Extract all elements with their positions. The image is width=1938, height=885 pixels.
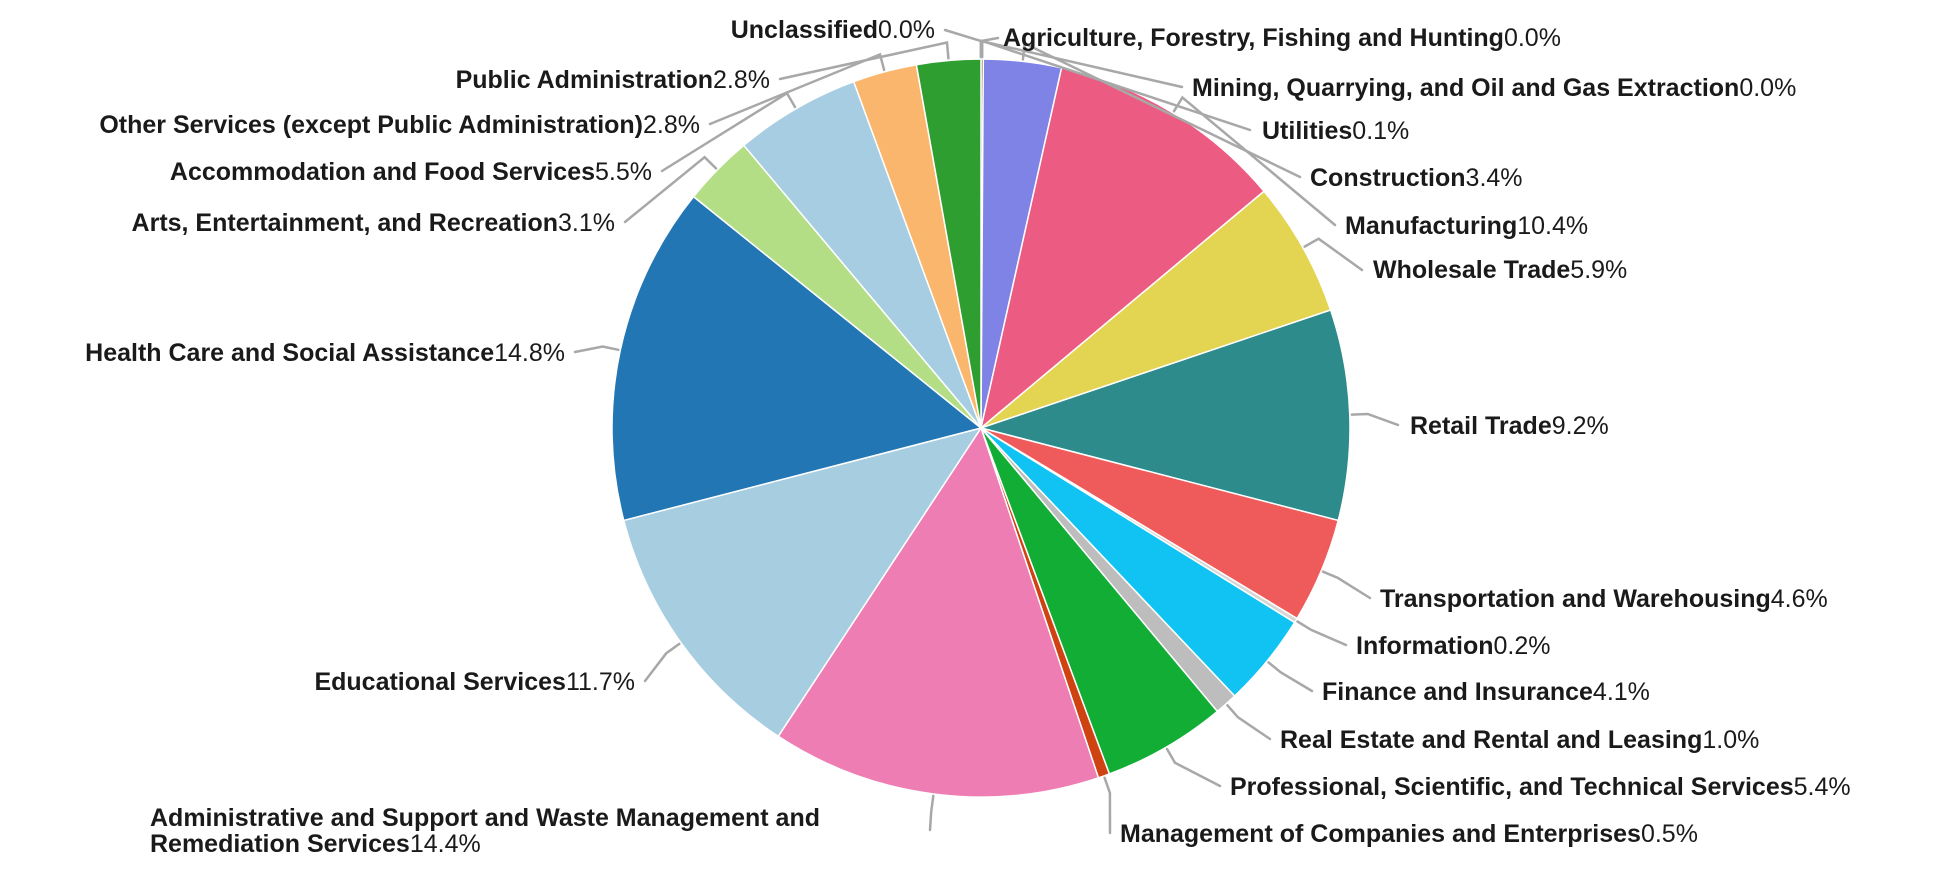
slice-label-administrative-and-support-and-waste-management-and-remediation-services: Administrative and Support and Waste Man…: [150, 804, 820, 858]
slice-label-information: Information0.2%: [1356, 632, 1550, 660]
pie-slices: [611, 58, 1351, 798]
slice-label-professional-scientific-and-technical-services: Professional, Scientific, and Technical …: [1230, 773, 1851, 801]
slice-label-arts-entertainment-and-recreation: Arts, Entertainment, and Recreation3.1%: [132, 209, 615, 237]
slice-label-public-administration: Public Administration2.8%: [456, 66, 770, 94]
slice-label-agriculture-forestry-fishing-and-hunting: Agriculture, Forestry, Fishing and Hunti…: [1003, 24, 1561, 52]
slice-labels: Agriculture, Forestry, Fishing and Hunti…: [85, 16, 1851, 858]
leader-lines: [573, 28, 1400, 835]
leader-line-real-estate-and-rental-and-leasing: [1226, 704, 1272, 741]
pie-slice-educational-services: [623, 427, 982, 738]
pie-slice-wholesale-trade: [980, 190, 1332, 429]
leader-line-educational-services: [643, 642, 681, 683]
slice-label-unclassified: Unclassified0.0%: [731, 16, 935, 44]
leader-line-administrative-and-support-and-waste-management-and-remediation-services: [928, 794, 935, 832]
leader-line-professional-scientific-and-technical-services: [1165, 747, 1222, 788]
slice-label-real-estate-and-rental-and-leasing: Real Estate and Rental and Leasing1.0%: [1280, 726, 1759, 754]
leader-line-unclassified: [943, 28, 983, 59]
pie-slice-health-care-and-social-assistance: [611, 195, 982, 522]
leader-line-wholesale-trade: [1303, 237, 1364, 272]
pie-slice-retail-trade: [980, 309, 1351, 522]
slice-label-management-of-companies-and-enterprises: Management of Companies and Enterprises0…: [1120, 820, 1698, 848]
leader-line-information: [1296, 620, 1348, 647]
slice-label-wholesale-trade: Wholesale Trade5.9%: [1373, 256, 1627, 284]
leader-line-construction: [1021, 41, 1302, 179]
leader-line-finance-and-insurance: [1267, 661, 1314, 693]
leader-line-other-services-except-public-administration: [708, 52, 886, 126]
slice-label-transportation-and-warehousing: Transportation and Warehousing4.6%: [1380, 585, 1828, 613]
slice-label-educational-services: Educational Services11.7%: [314, 668, 635, 696]
slice-label-retail-trade: Retail Trade9.2%: [1410, 412, 1609, 440]
slice-label-health-care-and-social-assistance: Health Care and Social Assistance14.8%: [85, 339, 565, 367]
slice-label-other-services-except-public-administration: Other Services (except Public Administra…: [99, 111, 700, 139]
slice-label-finance-and-insurance: Finance and Insurance4.1%: [1322, 678, 1650, 706]
slice-label-utilities: Utilities0.1%: [1262, 117, 1409, 145]
slice-label-manufacturing: Manufacturing10.4%: [1345, 212, 1588, 240]
pie-slice-public-administration: [915, 58, 982, 429]
slice-label-accommodation-and-food-services: Accommodation and Food Services5.5%: [170, 158, 652, 186]
leader-line-manufacturing: [1172, 95, 1337, 227]
pie-slice-administrative-and-support-and-waste-management-and-remediation-services: [777, 427, 1100, 798]
leader-line-management-of-companies-and-enterprises: [1103, 776, 1112, 835]
slice-label-mining-quarrying-and-oil-and-gas-extraction: Mining, Quarrying, and Oil and Gas Extra…: [1192, 74, 1796, 102]
slice-label-construction: Construction3.4%: [1310, 164, 1523, 192]
leader-line-public-administration: [778, 40, 950, 81]
leader-line-retail-trade: [1350, 412, 1400, 427]
leader-line-health-care-and-social-assistance: [573, 345, 620, 354]
leader-line-transportation-and-warehousing: [1321, 570, 1372, 600]
leader-line-arts-entertainment-and-recreation: [623, 155, 718, 224]
